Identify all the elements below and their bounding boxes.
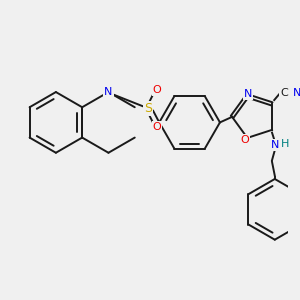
Text: O: O — [153, 85, 161, 95]
Text: O: O — [241, 135, 250, 145]
Text: C: C — [280, 88, 288, 98]
Text: H: H — [280, 139, 289, 149]
Text: O: O — [153, 122, 161, 132]
Text: N: N — [293, 88, 300, 98]
Text: N: N — [104, 87, 112, 97]
Text: N: N — [271, 140, 279, 150]
Text: S: S — [144, 102, 152, 115]
Text: N: N — [244, 89, 252, 99]
